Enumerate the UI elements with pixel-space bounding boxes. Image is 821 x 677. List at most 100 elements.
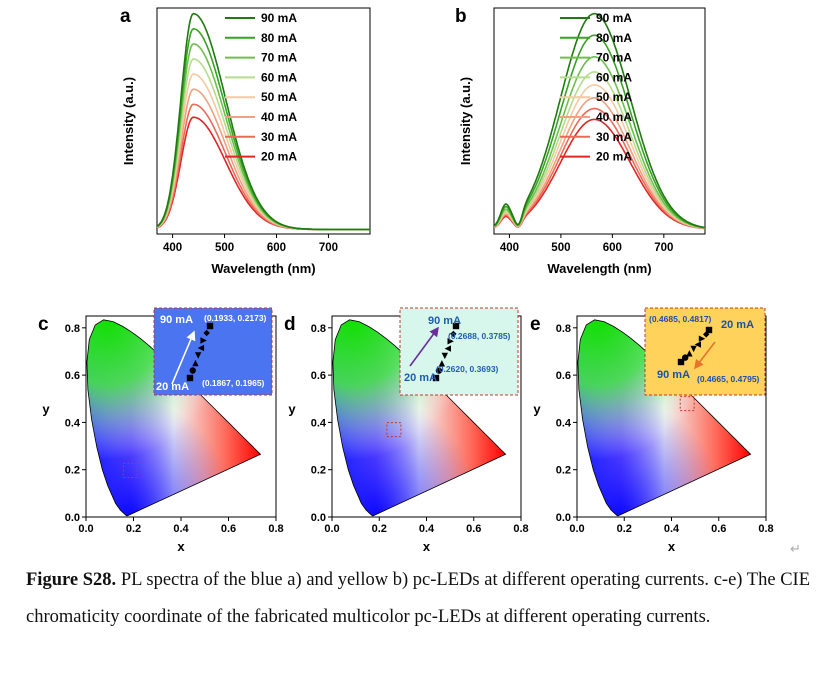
x-tick-label: 0.8	[513, 523, 528, 535]
x-tick-label: 0.6	[711, 523, 726, 535]
return-mark: ↵	[790, 542, 801, 557]
x-tick-label: 0.2	[126, 523, 141, 535]
data-point	[677, 358, 685, 366]
x-tick-label: 400	[500, 242, 519, 254]
legend-entry: 70 mA	[596, 51, 632, 65]
series-line-70-mA	[494, 56, 705, 229]
spectrum-chart-a: 400 500 600 700 Wavelength (nm) Intensity (a.…	[121, 7, 371, 276]
x-tick-label: 0.8	[758, 523, 773, 535]
series-line-50-mA	[494, 84, 705, 229]
series-line-40-mA	[494, 97, 705, 230]
zoom-inset	[399, 307, 519, 396]
cie-gamut-green	[332, 319, 507, 517]
y-axis-label: Intensity (a.u.)	[121, 77, 136, 165]
series-group	[494, 12, 705, 230]
inset-high-coord: (0.2688, 0.3785)	[448, 331, 511, 341]
legend-entry: 80 mA	[596, 31, 632, 45]
x-tick-label: 500	[215, 242, 234, 254]
x-axis-label: x	[423, 539, 431, 554]
data-point	[432, 374, 440, 382]
location-marker	[386, 422, 402, 438]
y-axis-label: y	[533, 402, 541, 417]
data-point	[703, 331, 710, 338]
inset-high-current-label: 90 mA	[160, 314, 193, 326]
y-axis-label: y	[42, 402, 50, 417]
trend-arrow	[694, 341, 716, 370]
inset-low-current-label: 20 mA	[721, 319, 754, 331]
inset-high-coord: (0.1933, 0.2173)	[204, 313, 267, 323]
data-point	[194, 352, 202, 359]
y-axis-label: y	[288, 402, 296, 417]
legend-entry: 20 mA	[596, 150, 632, 164]
inset-low-coord: (0.1867, 0.1965)	[202, 378, 265, 388]
x-tick-label: 0.0	[78, 523, 93, 535]
cie-chart-e: 0.0 0.2 0.4 0.6 0.8 0.0 0.2 0.4 0.6 0.8 x y (0.4685,…	[533, 307, 774, 554]
legend-entry: 50 mA	[261, 90, 297, 104]
x-axis-label: x	[177, 539, 185, 554]
data-point	[186, 374, 194, 382]
y-tick-label: 0.2	[311, 465, 326, 477]
legend-entry: 90 mA	[261, 11, 297, 25]
x-tick-label: 0.0	[324, 523, 339, 535]
x-tick-label: 600	[267, 242, 286, 254]
panel-label-c: c	[38, 314, 49, 335]
trend-arrow	[171, 330, 196, 385]
inset-low-coord: (0.2620, 0.3693)	[436, 364, 499, 374]
y-tick-label: 0.4	[311, 417, 327, 429]
data-point	[435, 367, 443, 374]
location-marker	[679, 396, 695, 412]
panel-label-d: d	[284, 314, 296, 335]
data-point	[189, 367, 196, 374]
legend-entry: 40 mA	[261, 110, 297, 124]
series-line-90-mA	[494, 12, 705, 229]
data-point	[450, 330, 457, 338]
trend-arrow	[409, 326, 439, 367]
legend-entry: 30 mA	[261, 130, 297, 144]
data-point	[690, 345, 697, 353]
y-tick-label: 0.0	[65, 512, 80, 524]
y-tick-label: 0.8	[556, 323, 571, 335]
legend-entry: 30 mA	[596, 130, 632, 144]
series-line-80-mA	[494, 34, 705, 229]
series-group	[157, 12, 370, 231]
legend-entry: 60 mA	[596, 70, 632, 84]
data-point	[698, 335, 706, 342]
series-line-90-mA	[157, 12, 370, 231]
legend-entry: 70 mA	[261, 51, 297, 65]
figure-caption: Figure S28. PL spectra of the blue a) an…	[26, 562, 810, 636]
caption-text: PL spectra of the blue a) and yellow b) …	[26, 570, 810, 627]
data-point	[197, 344, 205, 352]
y-tick-label: 0.2	[65, 465, 80, 477]
x-tick-label: 0.4	[173, 523, 189, 535]
x-tick-label: 0.4	[664, 523, 680, 535]
x-tick-label: 0.2	[617, 523, 632, 535]
cie-chart-d: 0.0 0.2 0.4 0.6 0.8 0.0 0.2 0.4 0.6 0.8 x y 90 mA (0.…	[288, 307, 529, 554]
x-tick-label: 0.4	[419, 523, 435, 535]
data-point	[438, 360, 446, 367]
data-point	[452, 322, 460, 330]
cie-gamut-green	[86, 319, 262, 517]
x-axis-label: Wavelength (nm)	[211, 261, 315, 276]
inset-low-coord: (0.4685, 0.4817)	[649, 314, 712, 324]
plot-frame	[493, 7, 706, 235]
inset-high-current-label: 90 mA	[657, 369, 690, 381]
series-line-30-mA	[494, 107, 705, 230]
x-tick-label: 0.0	[569, 523, 584, 535]
y-tick-label: 0.8	[65, 323, 80, 335]
inset-low-current-label: 20 mA	[404, 372, 437, 384]
location-marker	[122, 463, 138, 479]
y-tick-label: 0.0	[556, 512, 571, 524]
x-tick-label: 0.8	[268, 523, 283, 535]
y-tick-label: 0.4	[65, 417, 81, 429]
legend-entry: 90 mA	[596, 11, 632, 25]
data-point	[447, 338, 454, 345]
cie-chart-c: 0.0 0.2 0.4 0.6 0.8 0.0 0.2 0.4 0.6 0.8 x y 90 mA (0.…	[42, 307, 284, 554]
x-tick-label: 600	[603, 242, 622, 254]
zoom-inset	[644, 307, 766, 396]
legend-entry: 80 mA	[261, 31, 297, 45]
legend-entry: 40 mA	[596, 110, 632, 124]
y-tick-label: 0.2	[556, 465, 571, 477]
inset-high-coord: (0.4665, 0.4795)	[697, 374, 760, 384]
